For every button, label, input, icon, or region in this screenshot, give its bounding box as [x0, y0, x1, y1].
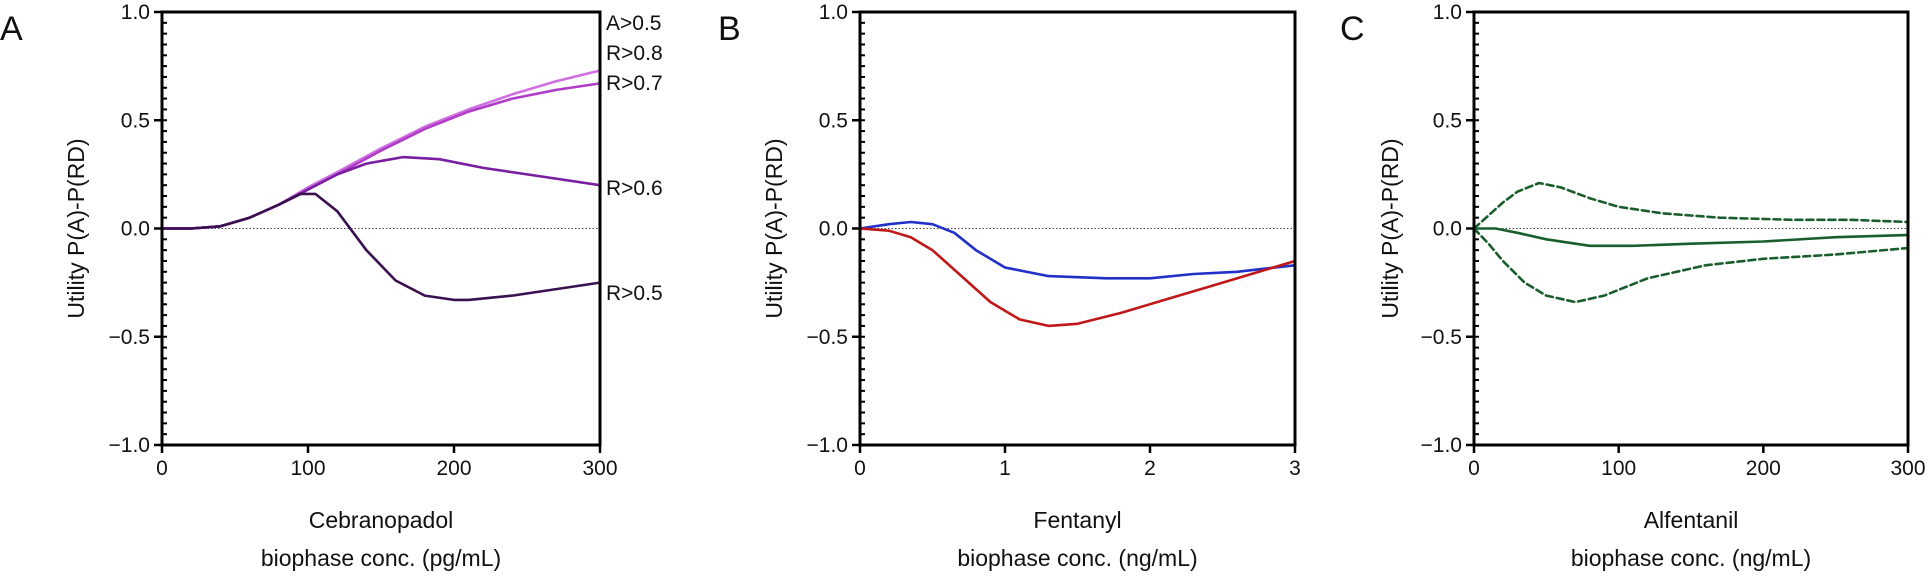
y-tick-label: −1.0	[1421, 434, 1462, 457]
x-axis-label-line1: Alfentanil	[1644, 507, 1739, 533]
plot-frame	[1472, 10, 1910, 447]
y-axis-label: Utility P(A)-P(RD)	[1377, 138, 1403, 318]
y-tick-label: 0.0	[819, 218, 848, 241]
plot-frame	[160, 10, 602, 447]
panel-letter: B	[718, 10, 741, 48]
series-line	[1472, 181, 1910, 230]
series-label: R>0.6	[606, 177, 663, 200]
x-tick-label: 100	[1601, 457, 1636, 480]
x-tick-label: 200	[1746, 457, 1781, 480]
panel-letter: A	[0, 10, 23, 48]
panel-b: B 1.0 0.5 0.0 −0.5 −1.0 0 1 2 3 Utility P(A)-P(RD)…	[718, 1, 1301, 571]
x-tick-label: 300	[1890, 457, 1925, 480]
x-tick-label: 100	[290, 457, 325, 480]
series-line	[858, 227, 1297, 328]
panel-letter: C	[1340, 10, 1365, 48]
y-axis-label: Utility P(A)-P(RD)	[761, 138, 787, 318]
plot-frame	[858, 10, 1297, 447]
y-tick-label: 0.5	[121, 109, 150, 132]
x-tick-label: 0	[854, 457, 866, 480]
series-label: R>0.8	[606, 42, 663, 65]
y-tick-label: 0.0	[1433, 218, 1462, 241]
panel-c: C 1.0 0.5 0.0 −0.5 −1.0 0 100 200 300 Utility P(A)…	[1340, 1, 1926, 571]
y-tick-label: 1.0	[1433, 1, 1462, 24]
series-line	[160, 155, 602, 230]
x-axis-label-line1: Cebranopadol	[309, 507, 454, 533]
x-axis-label-line2: biophase conc. (ng/mL)	[957, 545, 1197, 571]
x-tick-label: 300	[582, 457, 617, 480]
y-tick-label: 0.0	[121, 218, 150, 241]
y-tick-label: −0.5	[1421, 326, 1462, 349]
series-line	[160, 192, 602, 302]
x-tick-label: 0	[1468, 457, 1480, 480]
y-tick-label: −1.0	[109, 434, 150, 457]
series-line	[858, 220, 1297, 280]
x-axis-label-line2: biophase conc. (pg/mL)	[261, 545, 501, 571]
x-axis-label-line2: biophase conc. (ng/mL)	[1571, 545, 1811, 571]
series-line	[160, 82, 602, 230]
y-tick-label: 1.0	[121, 1, 150, 24]
y-tick-label: −0.5	[109, 326, 150, 349]
y-tick-label: 0.5	[819, 109, 848, 132]
x-tick-label: 200	[436, 457, 471, 480]
y-axis-label: Utility P(A)-P(RD)	[63, 138, 89, 318]
panel-a: A 1.0 0.5 0.0 −0.5 −1.0 0 100 200 300 Utility P(A)…	[0, 1, 663, 571]
top-annotation: A>0.5	[606, 12, 661, 35]
x-axis-label-line1: Fentanyl	[1033, 507, 1121, 533]
series-label: R>0.7	[606, 72, 663, 95]
y-tick-label: −1.0	[807, 434, 848, 457]
x-tick-label: 2	[1144, 457, 1156, 480]
y-tick-label: −0.5	[807, 326, 848, 349]
x-tick-label: 3	[1289, 457, 1301, 480]
y-tick-label: 0.5	[1433, 109, 1462, 132]
series-label: R>0.5	[606, 282, 663, 305]
x-tick-label: 1	[999, 457, 1011, 480]
y-tick-label: 1.0	[819, 1, 848, 24]
series-line	[1472, 227, 1910, 304]
series-line	[1472, 227, 1910, 248]
x-tick-label: 0	[156, 457, 168, 480]
